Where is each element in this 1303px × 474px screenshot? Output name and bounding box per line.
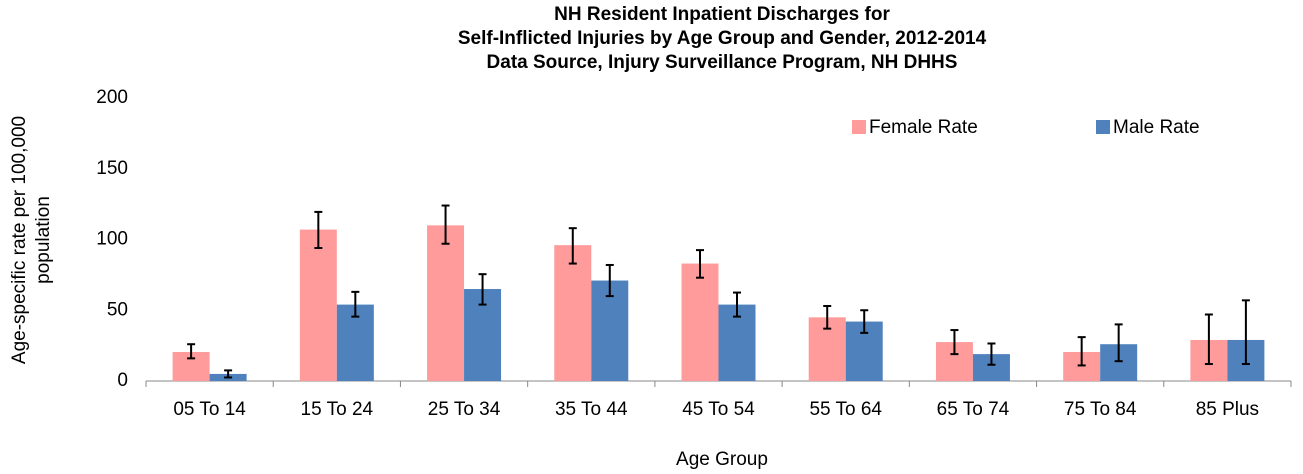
y-tick-label: 0	[117, 370, 128, 391]
error-bar	[1204, 313, 1213, 366]
x-tick-label: 25 To 34	[428, 399, 501, 420]
y-tick-label: 100	[96, 229, 128, 250]
error-bar	[224, 369, 233, 379]
error-bar	[441, 204, 450, 245]
x-axis-label: Age Group	[676, 449, 768, 470]
legend-swatch	[1096, 120, 1110, 134]
error-bar	[605, 263, 614, 298]
x-tick-label: 65 To 74	[937, 399, 1010, 420]
chart-title: Data Source, Injury Surveillance Program…	[487, 52, 958, 73]
x-tick-label: 75 To 84	[1064, 399, 1137, 420]
error-bar	[823, 305, 832, 330]
y-tick-label: 200	[96, 87, 128, 108]
x-tick-label: 45 To 54	[682, 399, 755, 420]
y-tick-label: 150	[96, 158, 128, 179]
chart-title: Self-Inflicted Injuries by Age Group and…	[458, 28, 987, 49]
error-bar	[733, 291, 741, 318]
y-axis-label: population	[33, 196, 54, 284]
legend-label: Male Rate	[1113, 117, 1200, 138]
error-bar	[987, 342, 996, 366]
x-tick-label: 15 To 24	[301, 399, 374, 420]
x-tick-label: 85 Plus	[1196, 399, 1259, 420]
bar	[591, 280, 629, 381]
chart-title: NH Resident Inpatient Discharges for	[554, 4, 890, 25]
bar	[681, 263, 719, 381]
bar	[554, 245, 592, 381]
error-bar	[1077, 336, 1086, 367]
x-tick-label: 55 To 64	[809, 399, 882, 420]
error-bar	[478, 273, 487, 306]
error-bar	[1241, 299, 1250, 366]
error-bar	[314, 210, 323, 249]
error-bar	[351, 290, 360, 318]
error-bar	[568, 227, 577, 265]
error-bar	[950, 329, 959, 356]
legend-label: Female Rate	[869, 117, 978, 138]
error-bar	[187, 343, 196, 360]
x-tick-label: 05 To 14	[173, 399, 246, 420]
x-tick-label: 35 To 44	[555, 399, 628, 420]
error-bar	[860, 309, 869, 334]
error-bar	[1114, 323, 1123, 363]
y-axis-label: Age-specific rate per 100,000	[9, 116, 30, 364]
bar	[299, 229, 337, 381]
bar	[427, 225, 465, 381]
y-tick-label: 50	[107, 299, 128, 320]
legend-swatch	[852, 120, 866, 134]
error-bar	[696, 249, 704, 279]
